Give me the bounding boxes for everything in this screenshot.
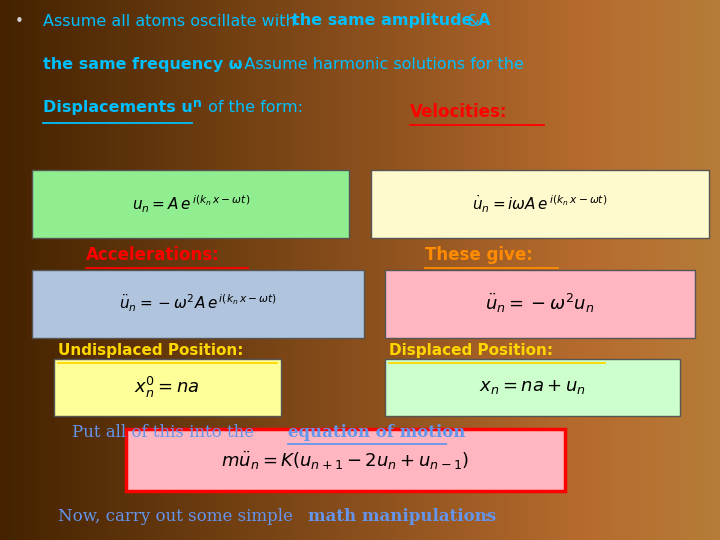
FancyBboxPatch shape — [385, 270, 695, 338]
Text: Now, carry out some simple: Now, carry out some simple — [58, 508, 298, 524]
FancyBboxPatch shape — [126, 429, 565, 491]
Text: $x_n^0 = na$: $x_n^0 = na$ — [135, 375, 200, 400]
Text: Displacements u: Displacements u — [43, 100, 193, 115]
Text: •: • — [14, 14, 23, 29]
Text: :: : — [483, 508, 489, 524]
FancyBboxPatch shape — [385, 359, 680, 416]
FancyBboxPatch shape — [371, 170, 709, 238]
Text: Assume all atoms oscillate with: Assume all atoms oscillate with — [43, 14, 301, 29]
Text: the same frequency ω: the same frequency ω — [43, 57, 243, 72]
Text: math manipulations: math manipulations — [308, 508, 496, 524]
FancyBboxPatch shape — [32, 170, 349, 238]
Text: Accelerations:: Accelerations: — [86, 246, 220, 264]
Text: $\dot{u}_n = i\omega A\,e^{\,i(k_n\,x - \omega t)}$: $\dot{u}_n = i\omega A\,e^{\,i(k_n\,x - … — [472, 193, 608, 214]
Text: &: & — [462, 14, 480, 29]
Text: These give:: These give: — [425, 246, 533, 264]
Text: $x_n = na + u_n$: $x_n = na + u_n$ — [480, 379, 586, 396]
Text: n: n — [193, 97, 202, 110]
Text: Undisplaced Position:: Undisplaced Position: — [58, 343, 243, 358]
Text: $u_n = A\,e^{\,i(k_n\,x - \omega t)}$: $u_n = A\,e^{\,i(k_n\,x - \omega t)}$ — [132, 193, 250, 214]
Text: $\ddot{u}_n = -\omega^2 A\,e^{\,i(k_n\,x - \omega t)}$: $\ddot{u}_n = -\omega^2 A\,e^{\,i(k_n\,x… — [119, 293, 277, 314]
Text: equation of motion: equation of motion — [288, 424, 465, 441]
Text: :: : — [446, 424, 452, 441]
FancyBboxPatch shape — [54, 359, 281, 416]
Text: the same amplitude A: the same amplitude A — [292, 14, 490, 29]
Text: $m\ddot{u}_n = K(u_{n+1} - 2u_n + u_{n-1})$: $m\ddot{u}_n = K(u_{n+1} - 2u_n + u_{n-1… — [222, 449, 469, 471]
Text: $\ddot{u}_n = -\omega^2 u_n$: $\ddot{u}_n = -\omega^2 u_n$ — [485, 292, 595, 315]
Text: Put all of this into the: Put all of this into the — [72, 424, 259, 441]
FancyBboxPatch shape — [32, 270, 364, 338]
Text: Velocities:: Velocities: — [410, 103, 508, 120]
Text: Displaced Position:: Displaced Position: — [389, 343, 553, 358]
Text: .  Assume harmonic solutions for the: . Assume harmonic solutions for the — [229, 57, 524, 72]
Text: of the form:: of the form: — [203, 100, 303, 115]
